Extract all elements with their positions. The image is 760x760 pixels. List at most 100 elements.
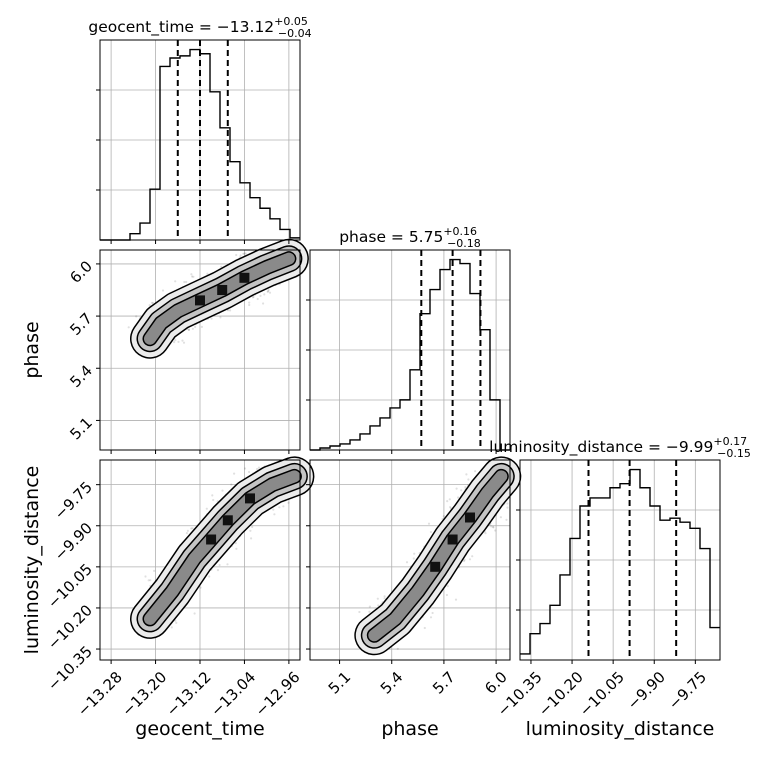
x-axis-label-luminosity_distance: luminosity_distance	[526, 718, 715, 740]
scatter-point	[235, 547, 238, 550]
scatter-point	[506, 506, 509, 509]
scatter-point	[161, 289, 165, 292]
scatter-point	[267, 290, 270, 293]
scatter-point	[383, 597, 386, 600]
x-tick-label-luminosity_distance: −9.75	[665, 668, 710, 713]
scatter-point	[248, 301, 251, 304]
scatter-point	[233, 472, 236, 475]
y-tick-label-phase: 5.1	[66, 414, 96, 444]
scatter-point	[251, 296, 254, 299]
scatter-point	[273, 513, 276, 516]
y-axis-label-phase: phase	[21, 321, 43, 378]
panel-title-geocent_time: geocent_time = −13.12+0.05 −0.04	[88, 15, 311, 40]
scatter-point	[187, 328, 190, 331]
panel-frame-phase-luminosity_distance	[309, 459, 511, 661]
x-tick-label-geocent_time: −13.20	[118, 668, 170, 720]
panel-frame-geocent_time-luminosity_distance	[99, 459, 301, 661]
scatter-point	[464, 486, 467, 489]
scatter-point	[190, 527, 193, 530]
scatter-point	[368, 610, 371, 613]
x-tick-label-luminosity_distance: −10.05	[576, 668, 628, 720]
scatter-point	[229, 309, 232, 312]
scatter-point	[251, 525, 254, 529]
scatter-point	[211, 494, 214, 497]
scatter-point	[248, 303, 251, 307]
panel-title-phase: phase = 5.75+0.16 −0.18	[339, 225, 481, 250]
scatter-point	[243, 467, 247, 470]
scatter-point	[282, 505, 285, 508]
histogram-layer	[100, 40, 720, 660]
density-layer	[127, 238, 522, 656]
scatter-point	[256, 297, 259, 301]
scatter-point	[396, 647, 399, 650]
scatter-point	[263, 293, 266, 296]
scatter-point	[463, 558, 466, 561]
density-peak-block	[447, 534, 458, 545]
density-peak-block	[217, 285, 228, 295]
scatter-point	[358, 610, 361, 614]
scatter-point	[173, 341, 176, 344]
histogram-luminosity_distance	[520, 468, 720, 655]
scatter-point	[182, 341, 186, 344]
y-tick-label-phase: 5.7	[66, 309, 96, 339]
scatter-point	[206, 272, 209, 275]
scatter-point	[249, 529, 252, 532]
scatter-point	[446, 500, 449, 503]
y-tick-label-luminosity_distance: −10.35	[44, 642, 96, 694]
scatter-point	[183, 280, 186, 284]
x-tick-label-luminosity_distance: −9.90	[624, 668, 669, 713]
scatter-point	[463, 559, 466, 563]
contour-inner-fill	[144, 470, 301, 625]
scatter-point	[454, 598, 458, 601]
scatter-point	[186, 529, 189, 533]
scatter-point	[368, 605, 371, 608]
scatter-point	[193, 612, 196, 615]
x-tick-label-geocent_time: −12.96	[252, 668, 304, 720]
scatter-point	[147, 579, 150, 582]
scatter-point	[429, 530, 432, 534]
scatter-point	[262, 302, 265, 305]
scatter-point	[200, 325, 203, 328]
scatter-point	[220, 265, 223, 268]
scatter-point	[412, 557, 415, 560]
scatter-point	[242, 252, 245, 255]
panel-frame-luminosity_distance	[519, 459, 721, 661]
scatter-point	[492, 526, 495, 529]
density-peak-block	[206, 534, 217, 545]
scatter-point	[413, 552, 416, 555]
panel-frame-geocent_time	[99, 39, 301, 241]
scatter-point	[465, 473, 468, 476]
scatter-point	[230, 483, 233, 486]
x-tick-label-geocent_time: −13.12	[163, 668, 215, 720]
y-tick-label-luminosity_distance: −10.20	[44, 601, 96, 653]
scatter-point	[491, 525, 495, 529]
scatter-point	[248, 470, 251, 474]
scatter-point	[174, 619, 177, 622]
panel-frame-phase	[309, 249, 511, 451]
histogram-geocent_time	[100, 48, 300, 241]
scatter-point	[243, 252, 246, 255]
panel-frame-geocent_time-phase	[99, 249, 301, 451]
scatter-point	[174, 339, 177, 342]
scatter-point	[494, 529, 497, 532]
scatter-point	[467, 478, 470, 481]
scatter-point	[210, 317, 213, 320]
frame-layer	[96, 39, 721, 664]
density-peak-block	[222, 515, 233, 526]
scatter-point	[185, 280, 188, 284]
scatter-point	[506, 502, 509, 505]
scatter-point	[474, 470, 477, 473]
x-tick-label-geocent_time: −13.28	[74, 668, 126, 720]
scatter-point	[218, 563, 221, 567]
scatter-point	[127, 326, 130, 329]
y-tick-label-phase: 5.4	[66, 362, 96, 392]
x-tick-label-phase: 5.4	[377, 668, 407, 698]
scatter-point	[268, 291, 272, 294]
scatter-point	[471, 555, 474, 558]
scatter-point	[490, 525, 493, 528]
scatter-point	[460, 489, 463, 492]
scatter-point	[278, 506, 281, 509]
scatter-point	[235, 253, 238, 257]
scatter-point	[191, 527, 194, 530]
